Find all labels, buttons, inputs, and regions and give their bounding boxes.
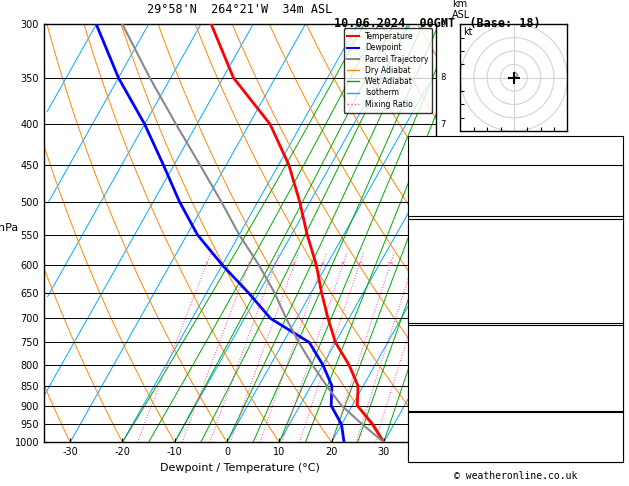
Text: 3: 3: [440, 314, 445, 323]
Text: 10: 10: [355, 262, 363, 267]
Text: StmSpd (kt): StmSpd (kt): [414, 452, 479, 462]
X-axis label: Dewpoint / Temperature (°C): Dewpoint / Temperature (°C): [160, 463, 320, 473]
Text: 1: 1: [204, 262, 208, 267]
Text: 0°: 0°: [604, 442, 616, 451]
Text: 29°58'N  264°21'W  34m ASL: 29°58'N 264°21'W 34m ASL: [147, 3, 333, 16]
Text: θₑ (K): θₑ (K): [414, 352, 449, 362]
Text: 1010: 1010: [593, 336, 616, 347]
Text: CIN (J): CIN (J): [414, 312, 455, 322]
Text: 1LCL: 1LCL: [440, 420, 460, 429]
Text: 352: 352: [599, 352, 616, 362]
Text: Most Unstable: Most Unstable: [474, 330, 556, 341]
Legend: Temperature, Dewpoint, Parcel Trajectory, Dry Adiabat, Wet Adiabat, Isotherm, Mi: Temperature, Dewpoint, Parcel Trajectory…: [343, 28, 432, 112]
Text: PW (cm): PW (cm): [414, 205, 455, 214]
Text: 7: 7: [440, 120, 445, 129]
Text: 1: 1: [611, 452, 616, 462]
Text: 9: 9: [440, 20, 445, 29]
Text: 7: 7: [611, 420, 616, 430]
Text: CAPE (J): CAPE (J): [414, 383, 461, 394]
Text: 8: 8: [440, 73, 445, 82]
Text: -6: -6: [604, 368, 616, 378]
Text: 4.61: 4.61: [593, 205, 616, 214]
Text: 1: 1: [440, 401, 445, 410]
Text: EH: EH: [414, 420, 426, 430]
Text: CAPE (J): CAPE (J): [414, 295, 461, 306]
Text: 28: 28: [604, 399, 616, 409]
Text: 33: 33: [604, 171, 616, 180]
Text: 30: 30: [604, 231, 616, 241]
Y-axis label: hPa: hPa: [0, 223, 18, 233]
Text: 2: 2: [247, 262, 250, 267]
Text: Lifted Index: Lifted Index: [414, 279, 484, 289]
Text: 4: 4: [440, 260, 445, 269]
Text: Hodograph: Hodograph: [487, 417, 543, 428]
Text: 1313: 1313: [593, 295, 616, 306]
Text: 48: 48: [604, 188, 616, 197]
Text: StmDir: StmDir: [414, 442, 449, 451]
Text: 8: 8: [341, 262, 345, 267]
Text: 25: 25: [426, 262, 435, 267]
Text: 2: 2: [440, 360, 445, 369]
Text: -6: -6: [604, 279, 616, 289]
Text: Dewp (°C): Dewp (°C): [414, 247, 467, 257]
Text: SREH: SREH: [414, 431, 437, 441]
Text: 22.4: 22.4: [593, 247, 616, 257]
Text: 3: 3: [273, 262, 277, 267]
Text: Lifted Index: Lifted Index: [414, 368, 484, 378]
Text: 10: 10: [604, 431, 616, 441]
Text: K: K: [414, 171, 420, 180]
Text: Surface: Surface: [493, 225, 537, 235]
Text: km
ASL: km ASL: [452, 0, 470, 20]
Text: Temp (°C): Temp (°C): [414, 231, 467, 241]
Text: 4: 4: [292, 262, 296, 267]
Text: kt: kt: [463, 27, 472, 37]
Text: 6: 6: [320, 262, 324, 267]
Text: Totals Totals: Totals Totals: [414, 188, 490, 197]
Text: 6: 6: [440, 197, 445, 206]
Text: 6: 6: [440, 160, 445, 170]
Text: Pressure (mb): Pressure (mb): [414, 336, 490, 347]
Text: θₑ(K): θₑ(K): [414, 263, 443, 273]
Text: © weatheronline.co.uk: © weatheronline.co.uk: [454, 471, 577, 481]
Text: CIN (J): CIN (J): [414, 399, 455, 409]
Text: 352: 352: [599, 263, 616, 273]
Text: 20: 20: [409, 262, 416, 267]
Text: 15: 15: [386, 262, 394, 267]
Text: 28: 28: [604, 312, 616, 322]
Text: 1313: 1313: [593, 383, 616, 394]
Text: 10.06.2024  00GMT  (Base: 18): 10.06.2024 00GMT (Base: 18): [334, 17, 540, 30]
